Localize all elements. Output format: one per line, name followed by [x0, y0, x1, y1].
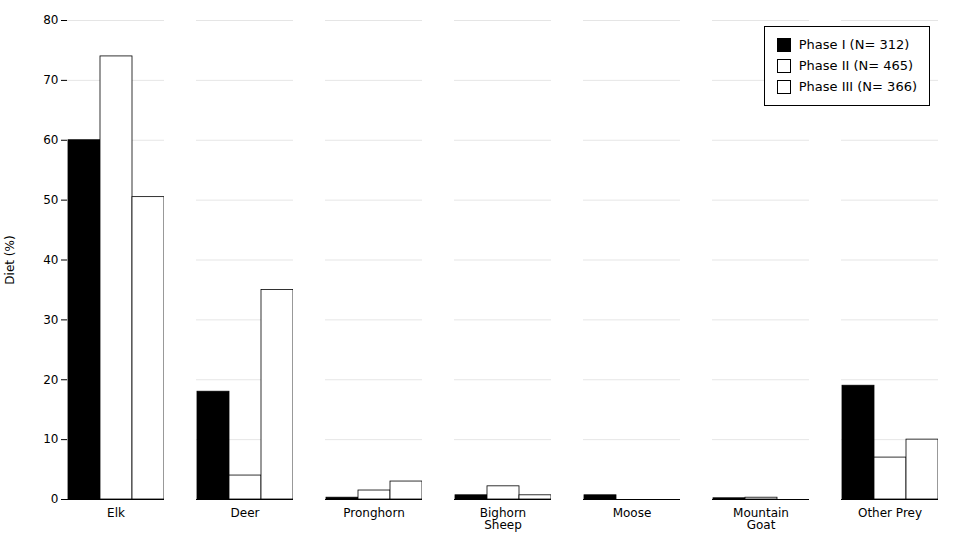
svg-text:60: 60	[43, 133, 58, 147]
svg-text:Pronghorn: Pronghorn	[343, 506, 405, 520]
svg-text:Moose: Moose	[613, 506, 652, 520]
svg-text:10: 10	[43, 432, 58, 446]
html-text:Phase I (N= 312): Phase I (N= 312)	[798, 37, 910, 52]
svg-text:0: 0	[51, 492, 59, 506]
svg-text:MountainGoat: MountainGoat	[733, 506, 789, 532]
svg-text:40: 40	[43, 253, 58, 267]
svg-text:Elk: Elk	[107, 506, 125, 520]
svg-text:80: 80	[43, 13, 58, 27]
svg-text:20: 20	[43, 373, 58, 387]
svg-text:Other Prey: Other Prey	[858, 506, 922, 520]
svg-text:Diet (%): Diet (%)	[3, 235, 17, 284]
html-text:Phase II (N= 465): Phase II (N= 465)	[798, 57, 914, 73]
svg-text:30: 30	[43, 313, 58, 327]
svg-text:BighornSheep: BighornSheep	[480, 506, 526, 532]
svg-text:70: 70	[43, 73, 58, 87]
svg-text:50: 50	[43, 193, 58, 207]
html-text:Phase III (N= 366): Phase III (N= 366)	[798, 78, 917, 94]
svg-text:Deer: Deer	[231, 506, 260, 520]
